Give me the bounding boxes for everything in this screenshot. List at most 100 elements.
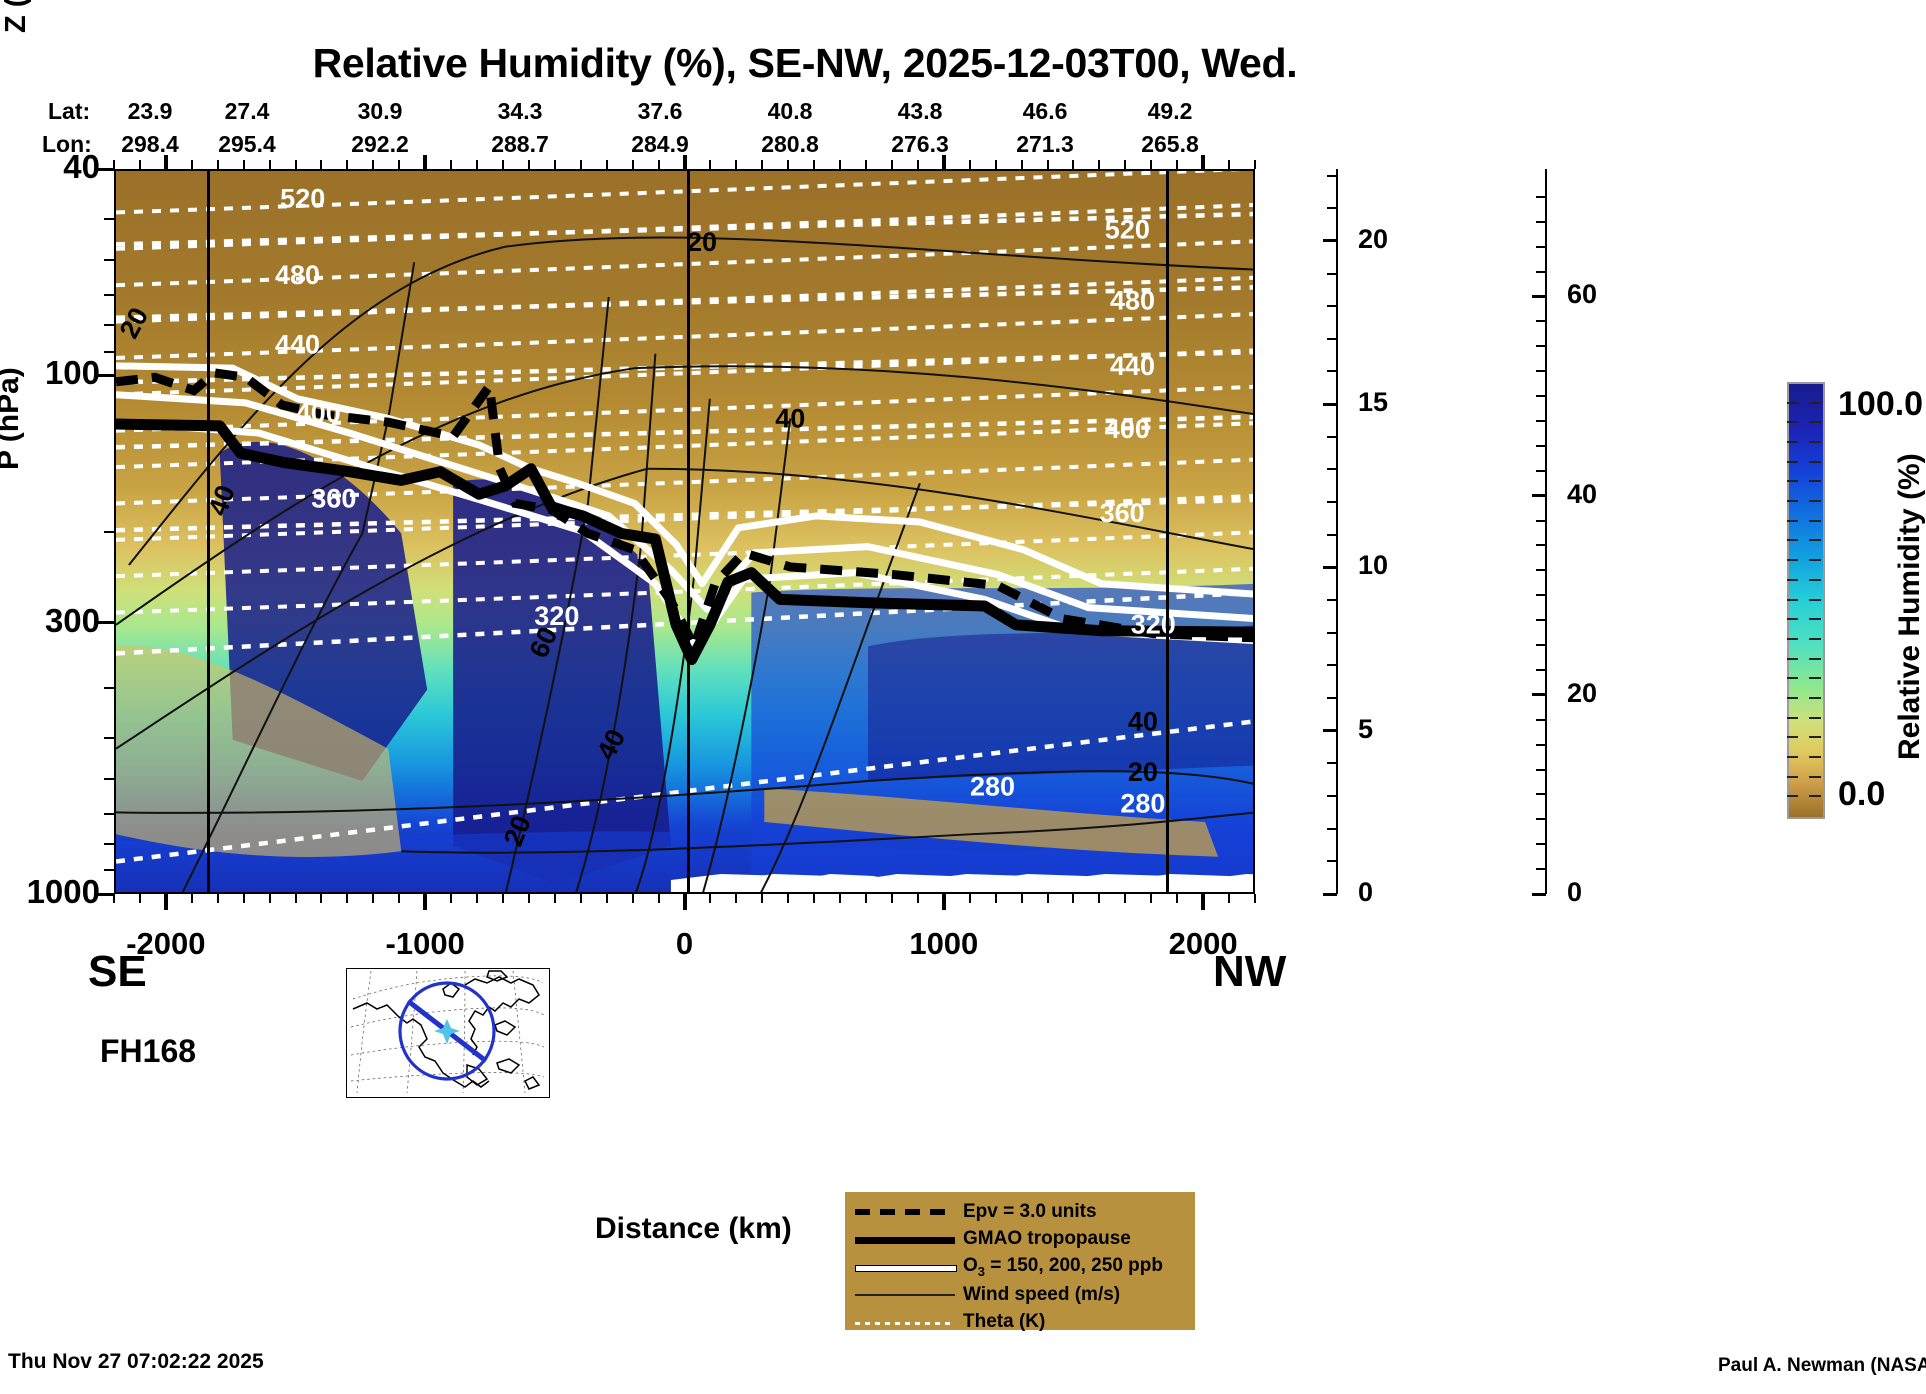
z-km-tick-minor [1327,762,1337,765]
colorbar-tick-left [1787,500,1798,503]
latitude-value-5: 40.8 [767,98,813,124]
legend-label-ozone: O3 = 150, 200, 250 ppb [963,1255,1163,1279]
y-tick-minor-90 [104,350,114,353]
y-tick-major-40 [98,167,114,171]
z-kft-tick-minor [1536,245,1546,248]
z-km-tick-minor [1327,533,1337,536]
latitude-value-4: 37.6 [637,98,683,124]
colorbar-tick-right [1809,539,1821,542]
wind-contour-9 [401,811,1253,854]
theta-label-520-a: 520 [280,183,325,213]
x-tick-minor [527,894,530,903]
colorbar-tick-left [1787,401,1798,404]
x-tick-minor [631,894,634,903]
x-tick-minor-top [1228,160,1231,169]
legend-symbol-solid-white [845,1253,963,1280]
orientation-label-right: NW [1213,947,1287,996]
x-tick-label-2000: 2000 [1168,926,1238,961]
colorbar-tick-left [1787,696,1798,699]
legend-label-wind: Wind speed (m/s) [963,1283,1121,1305]
x-tick-minor [994,894,997,903]
x-tick-label-1000: 1000 [909,926,979,961]
y-tick-minor-50 [104,218,114,221]
colorbar-tick-right [1809,578,1821,581]
z-kft-tick-minor [1536,668,1546,671]
inset-locator-map [346,968,550,1098]
z-km-tick-label-10: 10 [1358,550,1389,581]
z-km-tick-minor [1327,174,1337,177]
x-tick-label--2000: -2000 [126,926,206,961]
colorbar-tick-right [1809,441,1821,444]
x-tick-minor [1228,894,1231,903]
theta-label-480-b: 480 [1110,286,1155,316]
z-kft-tick-label-20: 20 [1567,677,1598,708]
wind-contour-5 [575,353,657,892]
x-tick-minor-top [372,160,375,169]
x-tick-minor-top [398,160,401,169]
y-tick-minor-700 [104,812,114,815]
reference-vline-1 [686,171,690,892]
y-tick-label-1000: 1000 [26,873,100,910]
x-tick-minor-top [527,160,530,169]
x-tick-minor [605,894,608,903]
z-km-tick-minor [1327,664,1337,667]
x-tick-minor [1046,894,1049,903]
x-tick-minor-top [865,160,868,169]
latitude-value-1: 27.4 [224,98,270,124]
x-axis-title: Distance (km) [595,1212,792,1245]
z-km-tick-minor [1327,370,1337,373]
range-circle [398,981,496,1081]
wind-contour-10 [116,770,1253,814]
latitude-value-3: 34.3 [497,98,543,124]
x-tick-top--1000 [423,155,428,169]
x-tick-minor [398,894,401,903]
z-kft-tick-minor [1536,619,1546,622]
x-tick-minor [813,894,816,903]
x-tick-minor-top [242,160,245,169]
z-kft-tick-minor [1536,320,1546,323]
colorbar-tick-right [1809,559,1821,562]
z-kft-tick-minor [1536,569,1546,572]
forecast-hour-label: FH168 [100,1033,197,1069]
x-tick-minor-top [190,160,193,169]
colorbar-tick-left [1787,559,1798,562]
z-km-tick-minor [1327,795,1337,798]
x-tick-minor-top [890,160,893,169]
z-kft-tick-minor [1536,370,1546,373]
x-tick-minor-top [761,160,764,169]
legend-symbol-dotted-white [845,1309,963,1336]
cross-section-plot: 520 480 440 400 360 320 280 520 480 440 400 360 320 2… [114,169,1255,894]
theta-label-440-a: 440 [275,330,320,360]
colorbar-tick-right [1809,795,1821,798]
legend-label-epv: Epv = 3.0 units [963,1200,1097,1222]
colorbar-tick-right [1809,637,1821,640]
wind-contour-8 [760,482,921,892]
legend-label-tropopause: GMAO tropopause [963,1228,1131,1250]
moist-region-right-core [868,625,1253,781]
wind-contour-0 [128,236,1253,566]
colorbar-tick-left [1787,421,1798,424]
x-tick-minor-top [1176,160,1179,169]
z-kft-axis-title: Z (kft) [0,0,33,33]
y-tick-major-100 [98,373,114,377]
z-kft-tick-minor [1536,444,1546,447]
x-tick-label--1000: -1000 [385,926,465,961]
colorbar-tick-left [1787,618,1798,621]
legend-row-ozone: O3 = 150, 200, 250 ppb [845,1253,1195,1281]
y-tick-minor-900 [104,869,114,872]
z-kft-tick-major-40 [1532,494,1546,498]
x-tick-minor-top [994,160,997,169]
x-tick-top-2000 [1201,155,1206,169]
field-svg: 5204804404003603202805204804404003603202… [116,171,1253,892]
x-tick-minor-top [1150,160,1153,169]
colorbar-tick-left [1787,460,1798,463]
z-km-tick-minor [1327,631,1337,634]
legend-row-theta: Theta (K) [845,1308,1195,1336]
latitude-value-2: 30.9 [357,98,403,124]
y-tick-label-40: 40 [63,148,100,185]
x-tick-minor [553,894,556,903]
x-tick-minor-top [839,160,842,169]
x-tick-minor-top [735,160,738,169]
colorbar-tick-left [1787,795,1798,798]
x-tick-minor-top [450,160,453,169]
